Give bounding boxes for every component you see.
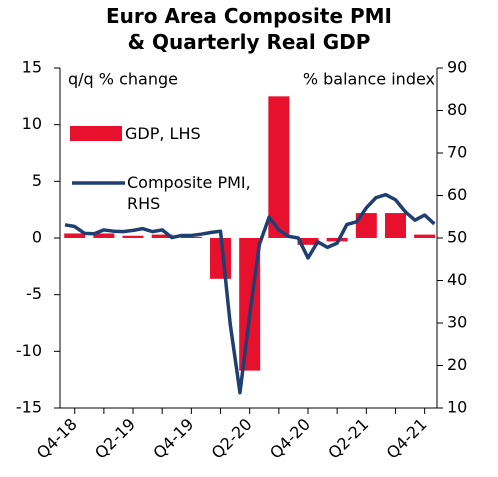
bar <box>384 213 406 238</box>
x-tick-label: Q4-19 <box>149 415 197 463</box>
bar <box>122 235 144 238</box>
x-tick-label: Q2-19 <box>91 415 139 463</box>
y-tick-label: -5 <box>26 284 42 303</box>
bar <box>268 96 290 238</box>
bar <box>93 233 115 238</box>
legend-label: Composite PMI, RHS <box>127 173 251 213</box>
y-tick-label: 15 <box>22 58 42 77</box>
y2-tick-label: 40 <box>447 270 467 289</box>
y2-axis-label: % balance index <box>303 70 435 89</box>
y-tick-label: 5 <box>32 171 42 190</box>
y2-tick-label: 60 <box>447 185 467 204</box>
y2-tick-label: 90 <box>447 58 467 77</box>
bar <box>297 238 319 245</box>
x-tick-label: Q4-18 <box>33 415 81 463</box>
y2-tick-label: 10 <box>447 398 467 417</box>
legend-swatch <box>70 126 122 141</box>
legend-label: GDP, LHS <box>125 124 201 143</box>
y2-tick-label: 50 <box>447 228 467 247</box>
bar <box>355 213 377 238</box>
y-tick-label: 0 <box>32 228 42 247</box>
y2-tick-label: 70 <box>447 143 467 162</box>
x-tick-label: Q4-20 <box>266 415 314 463</box>
y2-tick-label: 30 <box>447 313 467 332</box>
x-tick-label: Q2-21 <box>324 415 372 463</box>
y2-tick-label: 20 <box>447 355 467 374</box>
y-tick-label: -10 <box>16 341 42 360</box>
chart-title: & Quarterly Real GDP <box>127 30 371 54</box>
bar <box>64 233 86 238</box>
y-tick-label: -15 <box>16 398 42 417</box>
chart-title: Euro Area Composite PMI <box>106 4 392 28</box>
y-axis-label: q/q % change <box>68 70 178 89</box>
y-tick-label: 10 <box>22 114 42 133</box>
bar <box>414 234 436 238</box>
bar <box>151 234 173 238</box>
y2-tick-label: 80 <box>447 100 467 119</box>
bar <box>180 236 202 238</box>
x-tick-label: Q4-21 <box>383 415 431 463</box>
line <box>64 192 436 395</box>
x-tick-label: Q2-20 <box>208 415 256 463</box>
